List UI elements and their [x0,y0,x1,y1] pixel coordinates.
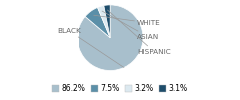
Wedge shape [104,5,110,38]
Text: ASIAN: ASIAN [102,11,159,40]
Wedge shape [85,8,110,38]
Wedge shape [97,6,110,38]
Text: HISPANIC: HISPANIC [108,10,171,55]
Text: BLACK: BLACK [58,28,124,68]
Text: WHITE: WHITE [94,15,161,26]
Wedge shape [77,5,143,70]
Legend: 86.2%, 7.5%, 3.2%, 3.1%: 86.2%, 7.5%, 3.2%, 3.1% [49,81,191,96]
